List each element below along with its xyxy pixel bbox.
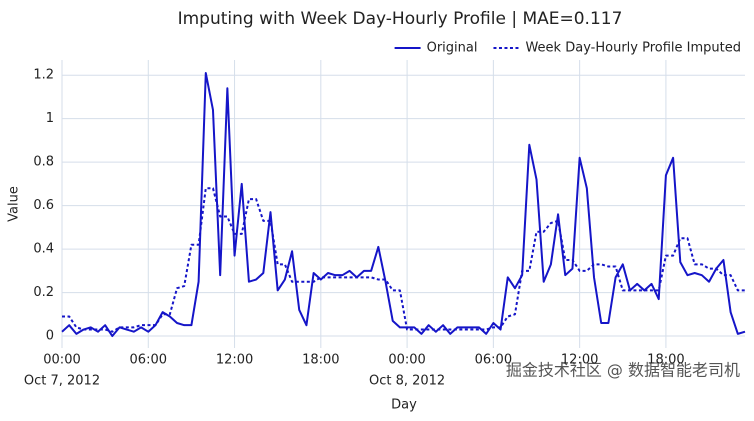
- x-tick-label: 06:00: [475, 353, 512, 368]
- y-tick-label: 0.4: [33, 242, 54, 257]
- chart-title: Imputing with Week Day-Hourly Profile | …: [178, 9, 623, 29]
- x-tick-label: 00:00: [43, 353, 80, 368]
- x-tick-label: 06:00: [130, 353, 167, 368]
- x-tick-label: 12:00: [561, 353, 598, 368]
- x-tick-label: Oct 8, 2012: [369, 374, 445, 389]
- series-line: [62, 187, 745, 333]
- y-tick-label: 0.2: [33, 285, 54, 300]
- legend-label: Week Day-Hourly Profile Imputed: [525, 41, 741, 56]
- x-tick-label: 18:00: [302, 353, 339, 368]
- x-tick-label: Oct 7, 2012: [24, 374, 100, 389]
- series-line: [61, 72, 746, 338]
- x-tick-label: 18:00: [647, 353, 684, 368]
- x-tick-label: 00:00: [388, 353, 425, 368]
- y-tick-label: 0: [46, 329, 54, 344]
- legend-label: Original: [427, 41, 478, 56]
- y-tick-label: 0.8: [33, 155, 54, 170]
- watermark: 掘金技术社区 @ 数据智能老司机: [506, 361, 740, 380]
- legend: Original Week Day-Hourly Profile Imputed: [394, 41, 741, 56]
- y-tick-label: 0.6: [33, 198, 54, 213]
- x-axis-label: Day: [391, 398, 417, 413]
- x-tick-label: 12:00: [216, 353, 253, 368]
- y-axis-label: Value: [7, 186, 22, 222]
- y-tick-label: 1.2: [33, 68, 54, 83]
- y-tick-label: 1: [46, 111, 54, 126]
